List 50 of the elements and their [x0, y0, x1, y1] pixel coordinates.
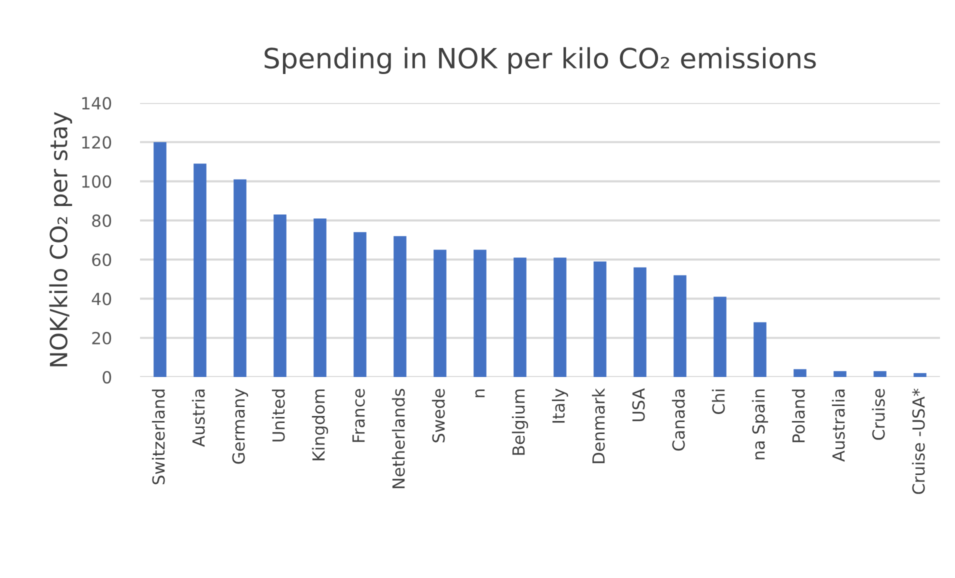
y-tick-label: 40	[92, 292, 112, 306]
x-tick-label: Italy	[552, 388, 568, 423]
x-tick-label: Switzerland	[152, 390, 165, 484]
x-tick-label: Netherlands	[392, 388, 405, 488]
bar	[754, 322, 766, 377]
y-tick-label: 120	[82, 136, 112, 149]
y-tick-label: 20	[92, 332, 112, 344]
bar	[474, 250, 486, 377]
x-tick-label: Australia	[832, 390, 845, 462]
bar	[834, 371, 846, 377]
x-tick-label: Cruise -USA*	[912, 388, 925, 494]
y-tick-label: 100	[82, 175, 112, 188]
x-tick-label: Belgium	[512, 390, 528, 455]
x-tick-label: Poland	[792, 390, 805, 442]
x-tick-label: Chi	[712, 390, 725, 414]
x-tick-label: USA	[632, 388, 645, 422]
bar	[514, 258, 526, 377]
bar	[594, 262, 606, 377]
x-tick-label: Canada	[672, 390, 685, 451]
bar	[714, 296, 726, 377]
bar	[554, 258, 566, 377]
x-tick-label: n	[475, 390, 485, 398]
x-tick-label: United	[272, 390, 285, 442]
x-tick-label: na Spain	[752, 390, 768, 460]
bar	[434, 250, 446, 377]
x-tick-label: Cruise	[872, 388, 885, 440]
bar	[274, 214, 286, 377]
bar	[154, 142, 166, 377]
bar	[674, 275, 686, 377]
bar	[914, 373, 926, 377]
y-tick-label: 60	[92, 254, 112, 266]
bar	[354, 232, 366, 377]
y-axis-title: NOK/kilo CO₂ per stay	[49, 112, 72, 366]
bar	[794, 369, 806, 377]
x-tick-label: France	[352, 389, 365, 442]
y-tick-label: 80	[92, 214, 112, 227]
bar	[874, 371, 886, 377]
x-tick-label: Denmark	[592, 388, 605, 464]
bar	[194, 164, 206, 377]
bar	[314, 218, 326, 377]
chart-title: Spending in NOK per kilo CO₂ emissions	[264, 47, 816, 74]
x-tick-label: Kingdom	[312, 390, 328, 460]
x-tick-label: Austria	[192, 390, 205, 447]
bar	[394, 236, 406, 377]
y-tick-label: 140	[82, 96, 112, 110]
bar	[634, 267, 646, 377]
x-tick-label: Germany	[232, 388, 248, 464]
y-tick-label: 0	[102, 370, 112, 384]
bar	[234, 179, 246, 377]
x-tick-label: Swede	[432, 389, 445, 442]
